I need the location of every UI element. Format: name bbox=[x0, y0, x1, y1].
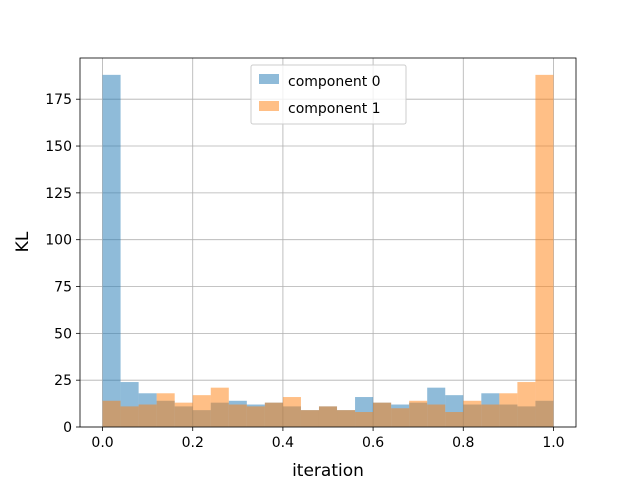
bar-component-1 bbox=[264, 402, 283, 427]
bar-component-1 bbox=[300, 410, 319, 427]
bar-component-1 bbox=[427, 404, 446, 427]
bar-component-1 bbox=[138, 404, 157, 427]
bar-component-1 bbox=[228, 404, 247, 427]
bar-component-1 bbox=[373, 402, 392, 427]
bar-component-1 bbox=[318, 406, 338, 427]
bar-component-1 bbox=[210, 387, 229, 427]
legend-swatch-component-0 bbox=[259, 74, 279, 84]
bar-component-1 bbox=[517, 382, 536, 427]
bar-component-1 bbox=[463, 400, 482, 427]
bar-component-1 bbox=[355, 412, 374, 427]
bar-component-1 bbox=[445, 412, 464, 427]
x-tick-label: 0.8 bbox=[452, 435, 474, 451]
x-tick-label: 0.0 bbox=[91, 435, 113, 451]
y-tick-label: 25 bbox=[54, 373, 72, 389]
x-tick-label: 0.2 bbox=[182, 435, 204, 451]
legend-swatch-component-1 bbox=[259, 101, 279, 111]
bar-component-1 bbox=[481, 404, 500, 427]
bar-component-1 bbox=[246, 406, 265, 427]
plot-frame bbox=[79, 57, 577, 428]
bar-component-1 bbox=[174, 402, 193, 427]
x-tick-label: 1.0 bbox=[542, 435, 564, 451]
y-tick-label: 175 bbox=[45, 92, 72, 108]
legend-box bbox=[250, 64, 407, 125]
legend-label-component-1: component 1 bbox=[288, 101, 381, 117]
y-axis-ticks: 0 25 50 75 100 125 150 175 bbox=[45, 92, 80, 436]
bar-component-1 bbox=[102, 400, 121, 427]
y-tick-label: 125 bbox=[45, 186, 72, 202]
y-tick-label: 75 bbox=[54, 280, 72, 296]
bar-component-1 bbox=[391, 408, 410, 427]
bar-component-1 bbox=[337, 410, 356, 427]
bar-component-1 bbox=[156, 393, 175, 427]
x-axis-label: iteration bbox=[292, 461, 364, 480]
legend-label-component-0: component 0 bbox=[288, 74, 381, 90]
x-tick-label: 0.6 bbox=[362, 435, 384, 451]
y-tick-label: 0 bbox=[63, 420, 72, 436]
x-tick-label: 0.4 bbox=[272, 435, 294, 451]
y-tick-label: 150 bbox=[45, 139, 72, 155]
y-tick-label: 50 bbox=[54, 326, 72, 342]
bar-component-1 bbox=[282, 397, 301, 427]
y-axis-label: KL bbox=[13, 231, 33, 252]
bar-component-1 bbox=[192, 395, 211, 427]
legend: component 0 component 1 bbox=[250, 64, 407, 125]
y-tick-label: 100 bbox=[45, 233, 72, 249]
x-axis-ticks: 0.0 0.2 0.4 0.6 0.8 1.0 bbox=[91, 427, 565, 451]
bar-component-1 bbox=[409, 400, 428, 427]
bar-component-0 bbox=[102, 74, 121, 428]
bar-component-1 bbox=[535, 74, 554, 428]
bar-component-1 bbox=[120, 406, 139, 427]
histogram-bars bbox=[102, 74, 554, 428]
bar-component-1 bbox=[499, 393, 518, 427]
